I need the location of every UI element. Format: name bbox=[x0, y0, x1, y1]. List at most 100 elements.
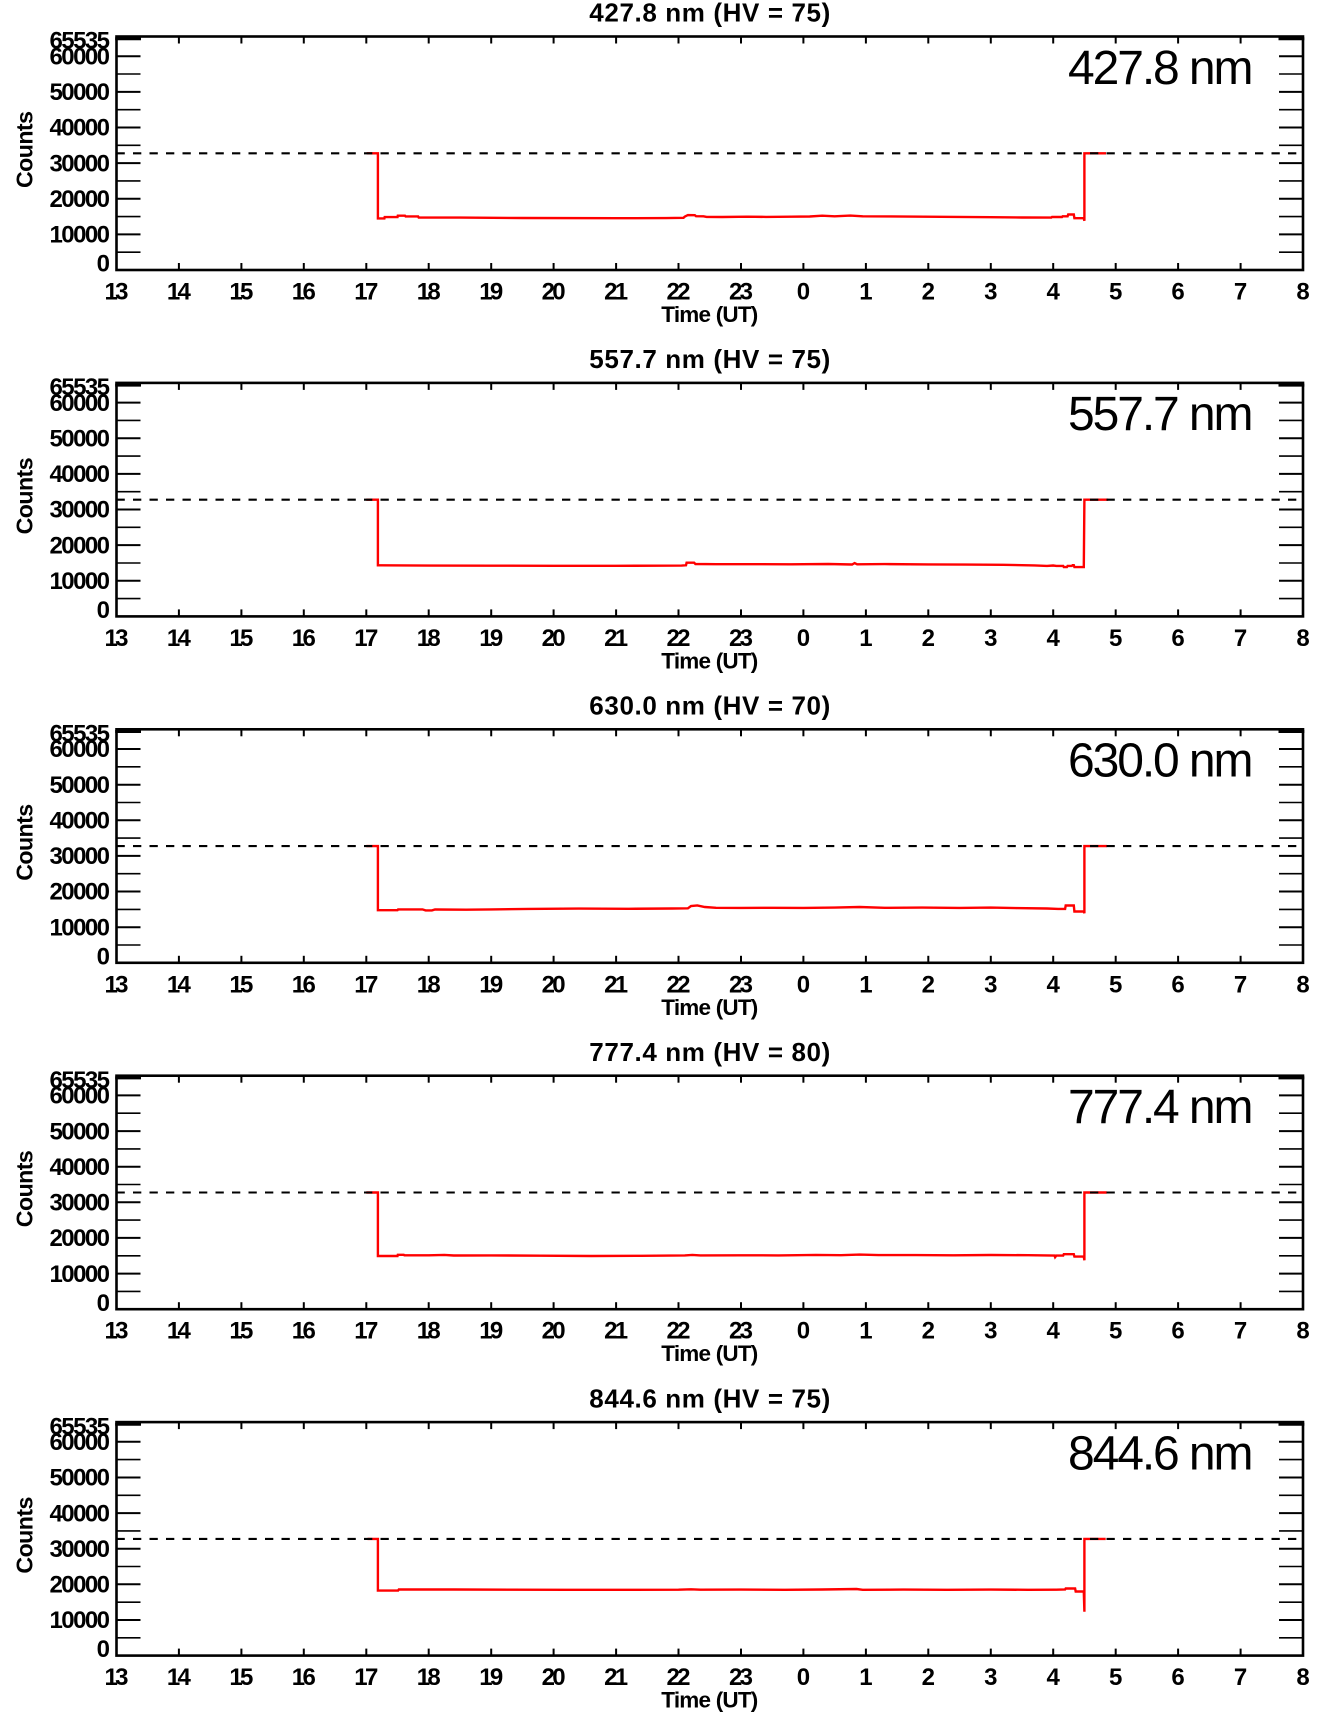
svg-text:10000: 10000 bbox=[50, 914, 111, 941]
svg-text:7: 7 bbox=[1234, 971, 1247, 998]
svg-text:0: 0 bbox=[97, 1290, 110, 1317]
svg-text:20: 20 bbox=[542, 625, 566, 652]
svg-text:20000: 20000 bbox=[50, 186, 111, 213]
svg-text:5: 5 bbox=[1109, 1664, 1122, 1691]
svg-text:10000: 10000 bbox=[50, 222, 111, 249]
svg-text:7: 7 bbox=[1234, 625, 1247, 652]
svg-text:4: 4 bbox=[1047, 625, 1061, 652]
svg-text:Counts: Counts bbox=[11, 1497, 37, 1574]
svg-text:40000: 40000 bbox=[50, 1154, 111, 1181]
svg-text:630.0 nm: 630.0 nm bbox=[1068, 735, 1254, 788]
svg-text:0: 0 bbox=[797, 279, 810, 306]
svg-text:4: 4 bbox=[1047, 1664, 1061, 1691]
svg-text:0: 0 bbox=[97, 1636, 110, 1663]
svg-text:0: 0 bbox=[97, 597, 110, 624]
svg-text:630.0 nm (HV = 70): 630.0 nm (HV = 70) bbox=[589, 691, 830, 721]
svg-text:23: 23 bbox=[729, 1318, 753, 1345]
svg-text:17: 17 bbox=[354, 971, 378, 998]
svg-text:0: 0 bbox=[797, 625, 810, 652]
svg-text:0: 0 bbox=[797, 971, 810, 998]
svg-text:0: 0 bbox=[797, 1318, 810, 1345]
svg-text:65535: 65535 bbox=[50, 28, 111, 55]
svg-text:22: 22 bbox=[667, 625, 691, 652]
svg-text:1: 1 bbox=[859, 1318, 872, 1345]
svg-text:7: 7 bbox=[1234, 1318, 1247, 1345]
svg-text:21: 21 bbox=[604, 1318, 628, 1345]
svg-text:8: 8 bbox=[1296, 971, 1309, 998]
svg-text:13: 13 bbox=[105, 625, 129, 652]
svg-text:0: 0 bbox=[97, 943, 110, 970]
svg-text:50000: 50000 bbox=[50, 79, 111, 106]
svg-text:50000: 50000 bbox=[50, 772, 111, 799]
svg-text:13: 13 bbox=[105, 1664, 129, 1691]
svg-text:2: 2 bbox=[922, 625, 935, 652]
svg-text:18: 18 bbox=[417, 279, 441, 306]
svg-text:65535: 65535 bbox=[50, 374, 111, 401]
svg-text:427.8 nm: 427.8 nm bbox=[1068, 42, 1254, 95]
svg-text:844.6 nm (HV = 75): 844.6 nm (HV = 75) bbox=[589, 1383, 830, 1413]
svg-text:13: 13 bbox=[105, 971, 129, 998]
svg-text:8: 8 bbox=[1296, 1664, 1309, 1691]
svg-text:3: 3 bbox=[984, 971, 997, 998]
svg-text:15: 15 bbox=[229, 625, 253, 652]
svg-text:17: 17 bbox=[354, 279, 378, 306]
svg-text:Time (UT): Time (UT) bbox=[661, 302, 758, 327]
svg-text:19: 19 bbox=[479, 971, 503, 998]
svg-text:2: 2 bbox=[922, 1664, 935, 1691]
svg-text:15: 15 bbox=[229, 971, 253, 998]
svg-text:2: 2 bbox=[922, 279, 935, 306]
svg-text:19: 19 bbox=[479, 1664, 503, 1691]
svg-text:844.6 nm: 844.6 nm bbox=[1068, 1427, 1254, 1480]
svg-text:6: 6 bbox=[1171, 279, 1184, 306]
svg-text:Time (UT): Time (UT) bbox=[661, 1341, 758, 1366]
svg-text:22: 22 bbox=[667, 1318, 691, 1345]
svg-text:5: 5 bbox=[1109, 1318, 1122, 1345]
svg-text:14: 14 bbox=[167, 971, 192, 998]
svg-text:13: 13 bbox=[105, 279, 129, 306]
svg-text:17: 17 bbox=[354, 625, 378, 652]
svg-text:5: 5 bbox=[1109, 971, 1122, 998]
svg-text:8: 8 bbox=[1296, 625, 1309, 652]
svg-text:4: 4 bbox=[1047, 971, 1061, 998]
svg-text:5: 5 bbox=[1109, 625, 1122, 652]
svg-text:20: 20 bbox=[542, 1318, 566, 1345]
svg-text:3: 3 bbox=[984, 279, 997, 306]
svg-text:40000: 40000 bbox=[50, 808, 111, 835]
svg-text:0: 0 bbox=[97, 251, 110, 278]
svg-text:16: 16 bbox=[292, 279, 316, 306]
svg-text:19: 19 bbox=[479, 625, 503, 652]
svg-text:Counts: Counts bbox=[11, 804, 37, 881]
svg-text:14: 14 bbox=[167, 1664, 192, 1691]
svg-text:557.7 nm: 557.7 nm bbox=[1068, 388, 1254, 441]
svg-text:18: 18 bbox=[417, 1318, 441, 1345]
svg-text:30000: 30000 bbox=[50, 1190, 111, 1217]
svg-text:60000: 60000 bbox=[50, 736, 111, 763]
svg-text:20: 20 bbox=[542, 1664, 566, 1691]
svg-text:5: 5 bbox=[1109, 279, 1122, 306]
svg-text:2: 2 bbox=[922, 1318, 935, 1345]
svg-text:8: 8 bbox=[1296, 279, 1309, 306]
svg-text:16: 16 bbox=[292, 1318, 316, 1345]
svg-text:15: 15 bbox=[229, 1664, 253, 1691]
svg-text:Time (UT): Time (UT) bbox=[661, 1688, 758, 1713]
svg-text:15: 15 bbox=[229, 279, 253, 306]
svg-text:18: 18 bbox=[417, 971, 441, 998]
svg-text:16: 16 bbox=[292, 625, 316, 652]
svg-text:23: 23 bbox=[729, 279, 753, 306]
svg-text:30000: 30000 bbox=[50, 843, 111, 870]
svg-text:20000: 20000 bbox=[50, 1225, 111, 1252]
svg-text:17: 17 bbox=[354, 1664, 378, 1691]
svg-text:7: 7 bbox=[1234, 1664, 1247, 1691]
svg-text:60000: 60000 bbox=[50, 1083, 111, 1110]
svg-text:Counts: Counts bbox=[11, 1150, 37, 1227]
svg-text:19: 19 bbox=[479, 279, 503, 306]
svg-text:20: 20 bbox=[542, 971, 566, 998]
svg-text:23: 23 bbox=[729, 1664, 753, 1691]
svg-text:50000: 50000 bbox=[50, 1465, 111, 1492]
svg-text:21: 21 bbox=[604, 971, 628, 998]
svg-text:17: 17 bbox=[354, 1318, 378, 1345]
svg-text:427.8 nm (HV = 75): 427.8 nm (HV = 75) bbox=[589, 0, 830, 28]
svg-text:65535: 65535 bbox=[50, 1413, 111, 1440]
svg-text:22: 22 bbox=[667, 279, 691, 306]
svg-text:21: 21 bbox=[604, 625, 628, 652]
